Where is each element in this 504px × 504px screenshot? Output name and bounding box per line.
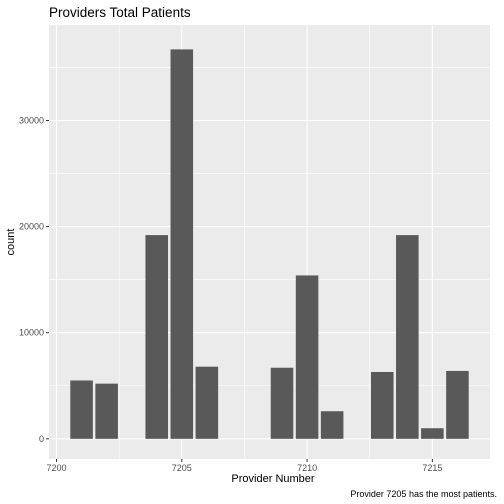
bar	[320, 411, 344, 439]
bar	[145, 235, 169, 439]
bar	[70, 380, 93, 439]
x-tick-label: 7210	[297, 463, 317, 473]
bar	[195, 366, 219, 439]
bar	[170, 49, 194, 439]
y-tick-label: 20000	[19, 222, 44, 232]
bar	[446, 370, 469, 439]
y-tick-label: 0	[39, 434, 44, 444]
x-axis-title: Provider Number	[231, 473, 314, 485]
bar	[370, 371, 394, 439]
x-axis: 7200 7205 7210 7215	[47, 459, 442, 473]
bar	[270, 367, 294, 439]
bars	[70, 49, 469, 439]
x-tick-label: 7205	[172, 463, 192, 473]
y-tick-label: 30000	[19, 116, 44, 126]
y-tick-label: 10000	[19, 328, 44, 338]
y-axis: 0 10000 20000 30000	[19, 116, 49, 444]
bar	[95, 383, 118, 439]
chart-caption: Provider 7205 has the most patients.	[350, 489, 497, 499]
grid-major	[49, 25, 490, 459]
bar	[421, 428, 444, 439]
bar	[396, 235, 419, 439]
x-tick-label: 7215	[422, 463, 442, 473]
bar	[295, 275, 319, 439]
y-axis-title: count	[5, 229, 17, 256]
x-tick-label: 7200	[47, 463, 67, 473]
chart-title: Providers Total Patients	[49, 5, 191, 20]
grid-minor	[49, 25, 490, 459]
